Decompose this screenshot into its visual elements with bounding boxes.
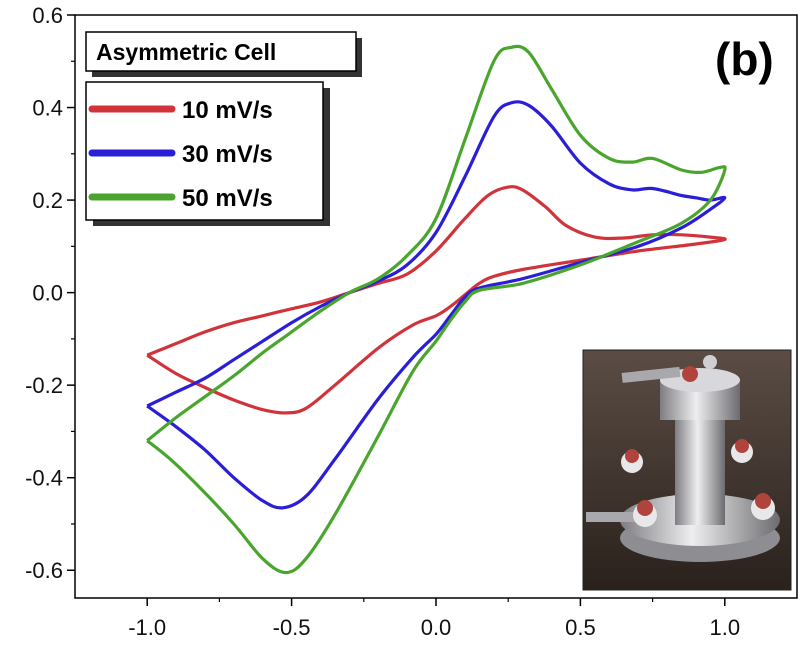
series-layer (146, 44, 727, 575)
y-tick-label: 0.0 (32, 281, 63, 306)
cell-photo-icon (582, 349, 792, 591)
y-tick-label: 0.2 (32, 188, 63, 213)
x-tick-label: -0.5 (273, 615, 311, 640)
y-tick-label: -0.4 (25, 466, 63, 491)
y-tick-label: 0.6 (32, 3, 63, 28)
legend-label-10: 10 mV/s (182, 97, 273, 124)
y-tick-label: -0.6 (25, 558, 63, 583)
y-tick-label: 0.4 (32, 96, 63, 121)
x-tick-label: 1.0 (710, 615, 741, 640)
x-tick-label: 0.5 (565, 615, 596, 640)
y-tick-label: -0.2 (25, 373, 63, 398)
legend: 10 mV/s 30 mV/s 50 mV/s (85, 81, 330, 226)
panel-label: (b) (715, 33, 774, 85)
series-line-2 (146, 44, 727, 575)
chart-title: Asymmetric Cell (96, 39, 276, 65)
x-tick-label: -1.0 (128, 615, 166, 640)
title-box: Asymmetric Cell (85, 31, 362, 77)
legend-label-30: 30 mV/s (182, 141, 273, 168)
x-tick-label: 0.0 (421, 615, 452, 640)
axes: 0.6 0.4 0.2 0.0 -0.2 -0.4 -0.6 -1.0 -0.5 0.0 0.5 1.… (25, 3, 798, 640)
legend-label-50: 50 mV/s (182, 185, 273, 212)
